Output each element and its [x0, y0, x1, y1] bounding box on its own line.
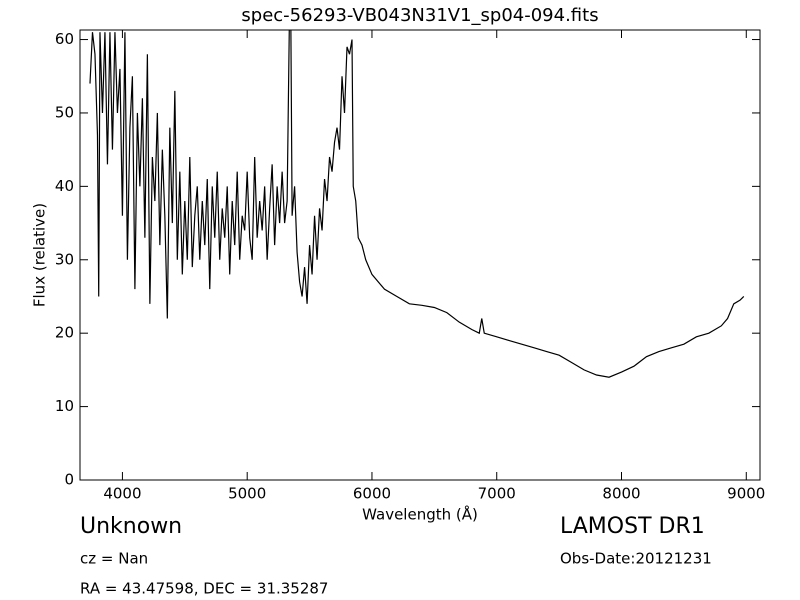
y-tick-label: 30	[55, 250, 74, 268]
y-tick-label: 10	[55, 397, 74, 415]
x-tick-label: 7000	[478, 485, 516, 503]
spectrum-line	[89, 30, 745, 378]
object-label: Unknown	[80, 514, 182, 539]
x-tick-label: 8000	[602, 485, 640, 503]
y-axis-label: Flux (relative)	[31, 203, 49, 307]
y-tick-label: 0	[64, 471, 74, 489]
plot-frame	[79, 29, 761, 481]
y-tick-label: 20	[55, 324, 74, 342]
coords-label: RA = 43.47598, DEC = 31.35287	[80, 580, 328, 598]
y-tick-label: 50	[55, 103, 74, 121]
y-tick-label: 60	[55, 30, 74, 48]
date-label: Obs-Date:20121231	[560, 550, 712, 568]
x-tick-label: 4000	[103, 485, 141, 503]
chart-title: spec-56293-VB043N31V1_sp04-094.fits	[241, 5, 598, 26]
x-tick-label: 5000	[228, 485, 266, 503]
x-tick-label: 9000	[727, 485, 765, 503]
survey-label: LAMOST DR1	[560, 514, 705, 539]
x-axis-label: Wavelength (Å)	[362, 505, 478, 524]
cz-label: cz = Nan	[80, 550, 148, 568]
y-tick-label: 40	[55, 177, 74, 195]
x-tick-label: 6000	[353, 485, 391, 503]
